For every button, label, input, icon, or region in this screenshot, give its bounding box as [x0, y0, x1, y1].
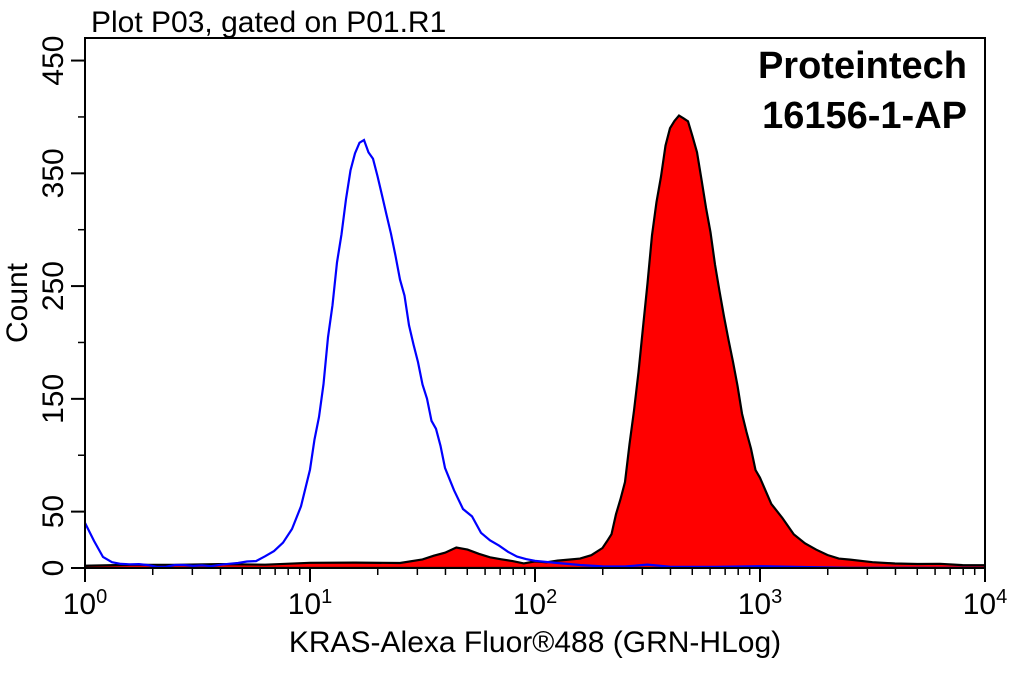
x-axis-label: KRAS-Alexa Fluor®488 (GRN-HLog) [289, 626, 781, 659]
flow-cytometry-histogram: 100101102103104050150250350450KRAS-Alexa… [0, 0, 1015, 683]
y-tick-label: 350 [37, 148, 70, 198]
y-tick-label: 150 [37, 374, 70, 424]
y-tick-label: 50 [37, 495, 70, 528]
chart-svg: 100101102103104050150250350450KRAS-Alexa… [0, 0, 1015, 683]
y-tick-label: 450 [37, 36, 70, 86]
y-tick-label: 0 [37, 560, 70, 577]
y-tick-label: 250 [37, 261, 70, 311]
annotation-line-1: Proteintech [758, 45, 967, 87]
annotation-line-2: 16156-1-AP [762, 95, 967, 137]
y-axis-label: Count [1, 262, 34, 343]
plot-title: Plot P03, gated on P01.R1 [91, 6, 446, 39]
